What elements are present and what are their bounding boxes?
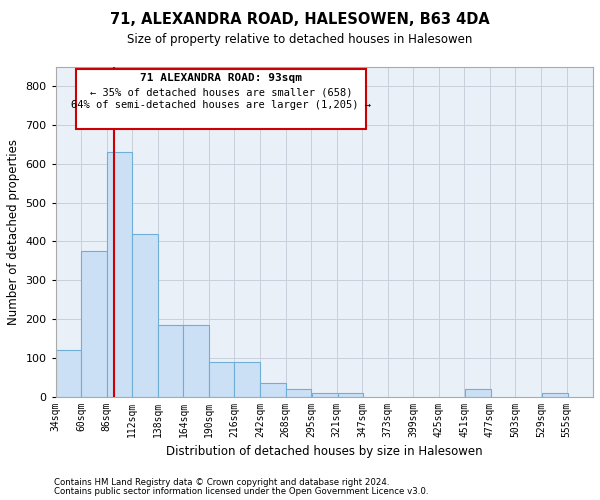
Bar bbox=[158, 325, 184, 396]
Bar bbox=[184, 325, 209, 396]
Bar bbox=[81, 251, 107, 396]
Text: 64% of semi-detached houses are larger (1,205) →: 64% of semi-detached houses are larger (… bbox=[71, 100, 371, 110]
Text: 71 ALEXANDRA ROAD: 93sqm: 71 ALEXANDRA ROAD: 93sqm bbox=[140, 73, 302, 83]
X-axis label: Distribution of detached houses by size in Halesowen: Distribution of detached houses by size … bbox=[166, 445, 482, 458]
Bar bbox=[542, 392, 568, 396]
Text: Size of property relative to detached houses in Halesowen: Size of property relative to detached ho… bbox=[127, 32, 473, 46]
Bar bbox=[235, 362, 260, 396]
Text: 71, ALEXANDRA ROAD, HALESOWEN, B63 4DA: 71, ALEXANDRA ROAD, HALESOWEN, B63 4DA bbox=[110, 12, 490, 28]
Bar bbox=[209, 362, 235, 396]
Bar bbox=[466, 389, 491, 396]
Bar bbox=[132, 234, 158, 396]
Bar bbox=[107, 152, 132, 396]
Text: Contains public sector information licensed under the Open Government Licence v3: Contains public sector information licen… bbox=[54, 487, 428, 496]
Text: ← 35% of detached houses are smaller (658): ← 35% of detached houses are smaller (65… bbox=[90, 88, 352, 98]
Bar bbox=[286, 389, 311, 396]
Y-axis label: Number of detached properties: Number of detached properties bbox=[7, 139, 20, 325]
Bar bbox=[338, 392, 363, 396]
Bar bbox=[312, 392, 338, 396]
Bar bbox=[56, 350, 81, 397]
Text: Contains HM Land Registry data © Crown copyright and database right 2024.: Contains HM Land Registry data © Crown c… bbox=[54, 478, 389, 487]
Bar bbox=[260, 383, 286, 396]
